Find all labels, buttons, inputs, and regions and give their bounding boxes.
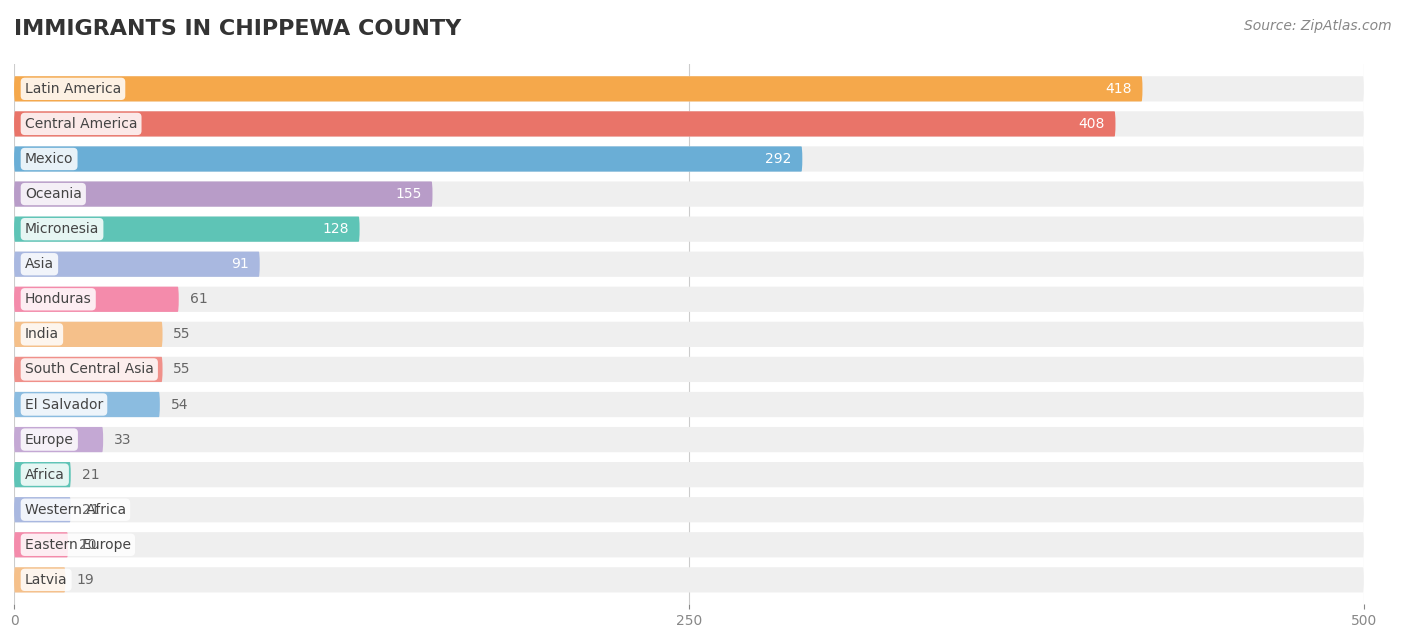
- Text: 61: 61: [190, 293, 207, 306]
- FancyBboxPatch shape: [14, 111, 1364, 136]
- FancyBboxPatch shape: [14, 357, 1364, 382]
- FancyBboxPatch shape: [14, 287, 1364, 312]
- Text: IMMIGRANTS IN CHIPPEWA COUNTY: IMMIGRANTS IN CHIPPEWA COUNTY: [14, 19, 461, 39]
- Text: South Central Asia: South Central Asia: [25, 363, 153, 376]
- Text: 155: 155: [395, 187, 422, 201]
- Text: Honduras: Honduras: [25, 293, 91, 306]
- FancyBboxPatch shape: [14, 111, 1115, 136]
- FancyBboxPatch shape: [14, 497, 1364, 522]
- Text: Western Africa: Western Africa: [25, 503, 127, 517]
- Text: 33: 33: [114, 433, 131, 447]
- FancyBboxPatch shape: [14, 181, 433, 206]
- Text: 19: 19: [76, 573, 94, 587]
- FancyBboxPatch shape: [14, 462, 70, 487]
- Text: 21: 21: [82, 467, 100, 482]
- FancyBboxPatch shape: [14, 251, 1364, 277]
- FancyBboxPatch shape: [14, 462, 1364, 487]
- Text: Micronesia: Micronesia: [25, 222, 100, 236]
- Text: El Salvador: El Salvador: [25, 397, 103, 412]
- FancyBboxPatch shape: [14, 287, 179, 312]
- Text: 91: 91: [231, 257, 249, 271]
- FancyBboxPatch shape: [14, 497, 70, 522]
- Text: Oceania: Oceania: [25, 187, 82, 201]
- FancyBboxPatch shape: [14, 357, 163, 382]
- FancyBboxPatch shape: [14, 147, 803, 172]
- Text: Source: ZipAtlas.com: Source: ZipAtlas.com: [1244, 19, 1392, 33]
- FancyBboxPatch shape: [14, 181, 1364, 206]
- Text: Africa: Africa: [25, 467, 65, 482]
- FancyBboxPatch shape: [14, 567, 1364, 592]
- Text: 20: 20: [79, 538, 97, 552]
- FancyBboxPatch shape: [14, 217, 1364, 242]
- Text: 54: 54: [170, 397, 188, 412]
- Text: 408: 408: [1078, 117, 1105, 131]
- FancyBboxPatch shape: [14, 217, 360, 242]
- Text: Mexico: Mexico: [25, 152, 73, 166]
- FancyBboxPatch shape: [14, 322, 1364, 347]
- FancyBboxPatch shape: [14, 322, 163, 347]
- Text: Latin America: Latin America: [25, 82, 121, 96]
- FancyBboxPatch shape: [14, 427, 103, 452]
- Text: 292: 292: [765, 152, 792, 166]
- FancyBboxPatch shape: [14, 77, 1364, 102]
- Text: 128: 128: [322, 222, 349, 236]
- Text: Central America: Central America: [25, 117, 138, 131]
- FancyBboxPatch shape: [14, 251, 260, 277]
- Text: Latvia: Latvia: [25, 573, 67, 587]
- FancyBboxPatch shape: [14, 567, 65, 592]
- Text: Europe: Europe: [25, 433, 73, 447]
- FancyBboxPatch shape: [14, 392, 160, 417]
- Text: 55: 55: [173, 327, 191, 341]
- Text: 418: 418: [1105, 82, 1132, 96]
- Text: India: India: [25, 327, 59, 341]
- FancyBboxPatch shape: [14, 147, 1364, 172]
- Text: 55: 55: [173, 363, 191, 376]
- Text: Eastern Europe: Eastern Europe: [25, 538, 131, 552]
- FancyBboxPatch shape: [14, 427, 1364, 452]
- Text: 21: 21: [82, 503, 100, 517]
- Text: Asia: Asia: [25, 257, 53, 271]
- FancyBboxPatch shape: [14, 392, 1364, 417]
- FancyBboxPatch shape: [14, 532, 67, 557]
- FancyBboxPatch shape: [14, 532, 1364, 557]
- FancyBboxPatch shape: [14, 77, 1143, 102]
